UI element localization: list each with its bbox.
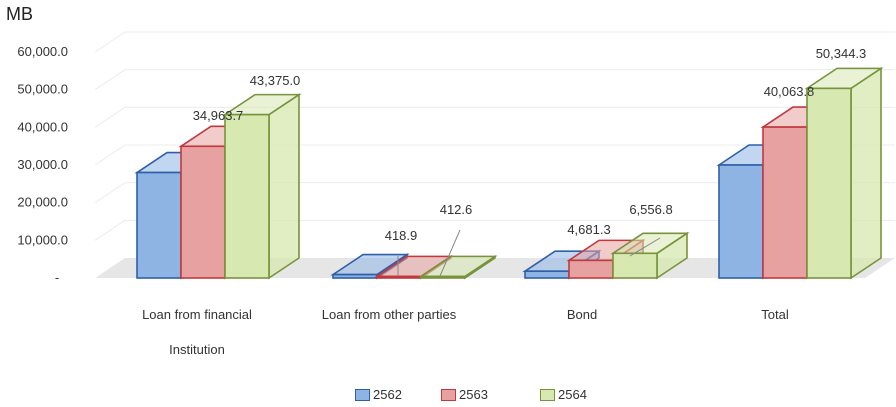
y-tick-label: 50,000.0	[17, 82, 68, 97]
bar	[568, 259, 614, 279]
gridline-depth	[94, 106, 126, 128]
chart-legend: 2562 2563 2564	[0, 387, 896, 405]
bar	[332, 273, 378, 279]
data-label-leader	[629, 237, 661, 257]
legend-swatch	[441, 388, 456, 401]
bar-chart: - 10,000.0 20,000.0 30,000.0 40,000.0 50,000.…	[17, 31, 895, 357]
bar	[224, 113, 270, 279]
bar	[806, 87, 852, 279]
gridline-depth	[94, 144, 126, 166]
legend-label: 2564	[558, 387, 587, 402]
gridline-depth	[94, 219, 126, 241]
legend-item: 2562	[355, 387, 402, 402]
data-label: 4,681.3	[567, 222, 610, 237]
y-tick-label: 60,000.0	[17, 44, 68, 59]
gridline-depth	[94, 182, 126, 204]
legend-item: 2563	[441, 387, 488, 402]
bar	[718, 164, 764, 279]
chart-floor	[95, 258, 895, 278]
x-category-label: Institution	[169, 342, 225, 357]
data-label: 40,063.8	[764, 84, 815, 99]
data-label: 6,556.8	[629, 202, 672, 217]
legend-item: 2564	[540, 387, 587, 402]
gridline-depth	[94, 31, 126, 53]
legend-label: 2562	[373, 387, 402, 402]
data-label: 34,963.7	[193, 108, 244, 123]
data-label: 43,375.0	[250, 73, 301, 88]
data-label-leader	[439, 229, 461, 277]
x-category-label: Loan from financial	[142, 307, 252, 322]
bar	[376, 275, 422, 279]
legend-label: 2563	[459, 387, 488, 402]
x-category-label: Total	[761, 307, 789, 322]
data-label: 418.9	[385, 228, 418, 243]
bar-side	[268, 93, 300, 280]
x-category-label: Bond	[567, 307, 597, 322]
bar	[180, 145, 226, 279]
legend-swatch	[540, 388, 555, 401]
bar	[420, 275, 466, 279]
y-tick-label: -	[55, 270, 59, 285]
y-tick-label: 30,000.0	[17, 157, 68, 172]
y-tick-label: 40,000.0	[17, 119, 68, 134]
x-category-label: Loan from other parties	[322, 307, 457, 322]
bar	[612, 252, 658, 279]
y-tick-label: 10,000.0	[17, 232, 68, 247]
bar	[524, 270, 570, 279]
y-tick-label: 20,000.0	[17, 195, 68, 210]
bar	[762, 126, 808, 279]
gridline-depth	[94, 69, 126, 91]
data-label: 412.6	[440, 202, 473, 217]
y-unit-label: MB	[6, 4, 33, 24]
bar	[136, 171, 182, 279]
legend-swatch	[355, 388, 370, 401]
data-label: 50,344.3	[816, 46, 867, 61]
bar-side	[850, 66, 882, 280]
